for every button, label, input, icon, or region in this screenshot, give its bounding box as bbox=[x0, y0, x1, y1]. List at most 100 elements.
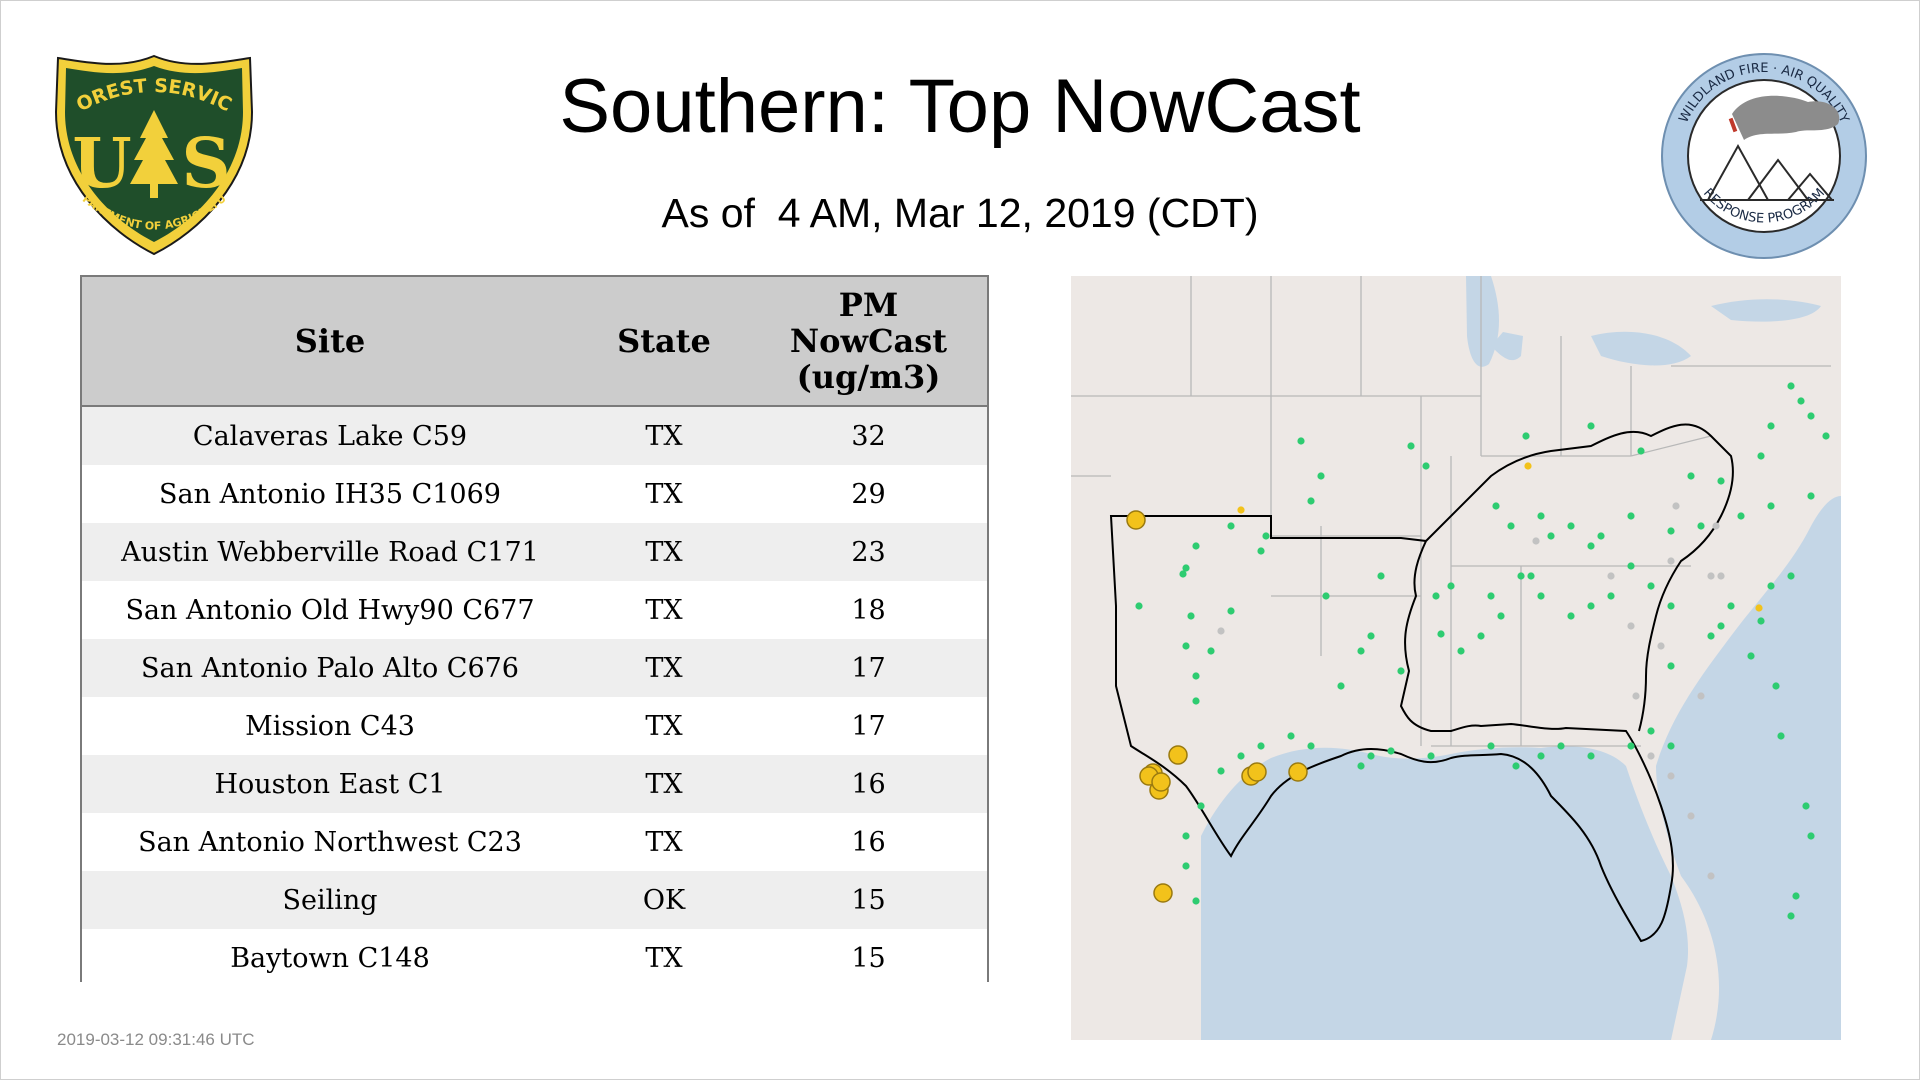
monitor-site-good bbox=[1537, 512, 1545, 520]
forest-service-shield-icon: FOREST SERVICE U S DEPARTMENT OF AGRICUL… bbox=[50, 52, 254, 256]
monitor-site-good bbox=[1307, 497, 1315, 505]
monitor-site-good bbox=[1727, 602, 1735, 610]
value-cell: 29 bbox=[750, 465, 987, 523]
monitor-site-no-data bbox=[1627, 622, 1635, 630]
monitor-site-good bbox=[1767, 422, 1775, 430]
monitor-site-good bbox=[1687, 472, 1695, 480]
monitor-site-good bbox=[1757, 452, 1765, 460]
monitor-site-good bbox=[1437, 630, 1445, 638]
column-header-site: Site bbox=[82, 277, 578, 407]
monitor-site-good bbox=[1757, 617, 1765, 625]
monitor-site-map bbox=[1071, 276, 1841, 1040]
monitor-site-no-data bbox=[1217, 627, 1225, 635]
monitor-site-good bbox=[1487, 592, 1495, 600]
wildland-fire-air-quality-seal-icon: WILDLAND FIRE · AIR QUALITY RESPONSE PRO… bbox=[1661, 53, 1867, 259]
monitor-site-good bbox=[1297, 437, 1305, 445]
monitor-site-good bbox=[1387, 747, 1395, 755]
monitor-site-good bbox=[1667, 602, 1675, 610]
top-site-marker bbox=[1168, 745, 1188, 765]
table-row: Mission C43 TX 17 bbox=[82, 697, 987, 755]
table-row: Calaveras Lake C59 TX 32 bbox=[82, 406, 987, 465]
monitor-site-no-data bbox=[1717, 572, 1725, 580]
monitor-site-good bbox=[1547, 532, 1555, 540]
monitor-site-good bbox=[1182, 564, 1190, 572]
table-row: San Antonio Old Hwy90 C677 TX 18 bbox=[82, 581, 987, 639]
monitor-site-good bbox=[1717, 477, 1725, 485]
table-row: San Antonio Palo Alto C676 TX 17 bbox=[82, 639, 987, 697]
monitor-site-good bbox=[1357, 762, 1365, 770]
monitor-site-good bbox=[1192, 542, 1200, 550]
monitor-site-no-data bbox=[1687, 812, 1695, 820]
monitor-site-no-data bbox=[1657, 642, 1665, 650]
monitor-site-good bbox=[1357, 647, 1365, 655]
monitor-site-good bbox=[1492, 502, 1500, 510]
monitor-site-good bbox=[1432, 592, 1440, 600]
monitor-site-good bbox=[1197, 802, 1205, 810]
monitor-site-good bbox=[1182, 832, 1190, 840]
monitor-site-moderate bbox=[1755, 604, 1763, 612]
monitor-site-good bbox=[1487, 742, 1495, 750]
state-cell: TX bbox=[578, 929, 750, 987]
monitor-site-good bbox=[1135, 602, 1143, 610]
column-header-value: PM NowCast (ug/m3) bbox=[750, 277, 987, 407]
table-row: Houston East C1 TX 16 bbox=[82, 755, 987, 813]
monitor-site-good bbox=[1707, 632, 1715, 640]
site-cell: Calaveras Lake C59 bbox=[82, 406, 578, 465]
monitor-site-good bbox=[1322, 592, 1330, 600]
value-cell: 16 bbox=[750, 813, 987, 871]
state-borders bbox=[1071, 276, 1831, 747]
state-cell: TX bbox=[578, 406, 750, 465]
fs-logo-letter-s: S bbox=[181, 124, 230, 204]
monitor-site-good bbox=[1787, 572, 1795, 580]
monitor-site-good bbox=[1637, 447, 1645, 455]
value-cell: 18 bbox=[750, 581, 987, 639]
monitor-site-good bbox=[1537, 592, 1545, 600]
monitor-site-good bbox=[1557, 742, 1565, 750]
table-row: San Antonio Northwest C23 TX 16 bbox=[82, 813, 987, 871]
site-cell: San Antonio Old Hwy90 C677 bbox=[82, 581, 578, 639]
top-site-marker bbox=[1288, 762, 1308, 782]
monitor-site-good bbox=[1207, 647, 1215, 655]
generated-timestamp: 2019-03-12 09:31:46 UTC bbox=[57, 1030, 255, 1049]
site-cell: San Antonio Palo Alto C676 bbox=[82, 639, 578, 697]
monitor-site-good bbox=[1667, 742, 1675, 750]
monitor-site-good bbox=[1647, 582, 1655, 590]
monitor-site-good bbox=[1192, 697, 1200, 705]
state-cell: TX bbox=[578, 697, 750, 755]
monitor-site-good bbox=[1307, 742, 1315, 750]
monitor-site-good bbox=[1587, 602, 1595, 610]
state-cell: TX bbox=[578, 581, 750, 639]
monitor-site-good bbox=[1317, 472, 1325, 480]
value-cell: 16 bbox=[750, 755, 987, 813]
monitor-site-good bbox=[1697, 522, 1705, 530]
monitor-site-good bbox=[1227, 607, 1235, 615]
monitor-site-good bbox=[1667, 527, 1675, 535]
monitor-site-good bbox=[1607, 592, 1615, 600]
monitor-site-good bbox=[1627, 562, 1635, 570]
monitor-site-good bbox=[1447, 582, 1455, 590]
table-row: San Antonio IH35 C1069 TX 29 bbox=[82, 465, 987, 523]
monitor-site-good bbox=[1179, 570, 1187, 578]
monitor-site-good bbox=[1737, 512, 1745, 520]
monitor-site-good bbox=[1627, 512, 1635, 520]
monitor-site-no-data bbox=[1707, 572, 1715, 580]
monitor-site-no-data bbox=[1672, 502, 1680, 510]
monitor-site-good bbox=[1587, 752, 1595, 760]
monitor-site-good bbox=[1587, 422, 1595, 430]
site-cell: Austin Webberville Road C171 bbox=[82, 523, 578, 581]
page-title: Southern: Top NowCast bbox=[559, 64, 1361, 149]
top-site-marker bbox=[1153, 883, 1173, 903]
state-cell: TX bbox=[578, 813, 750, 871]
monitor-site-moderate bbox=[1237, 506, 1245, 514]
monitor-site-good bbox=[1517, 572, 1525, 580]
state-cell: TX bbox=[578, 465, 750, 523]
nowcast-table: Site State PM NowCast (ug/m3) Calaveras La… bbox=[80, 275, 989, 987]
monitor-site-good bbox=[1497, 612, 1505, 620]
monitor-site-good bbox=[1422, 462, 1430, 470]
monitor-site-good bbox=[1182, 642, 1190, 650]
monitor-site-moderate bbox=[1524, 462, 1532, 470]
value-cell: 32 bbox=[750, 406, 987, 465]
monitor-site-good bbox=[1367, 752, 1375, 760]
table-row: Seiling OK 15 bbox=[82, 871, 987, 929]
monitor-site-no-data bbox=[1647, 752, 1655, 760]
